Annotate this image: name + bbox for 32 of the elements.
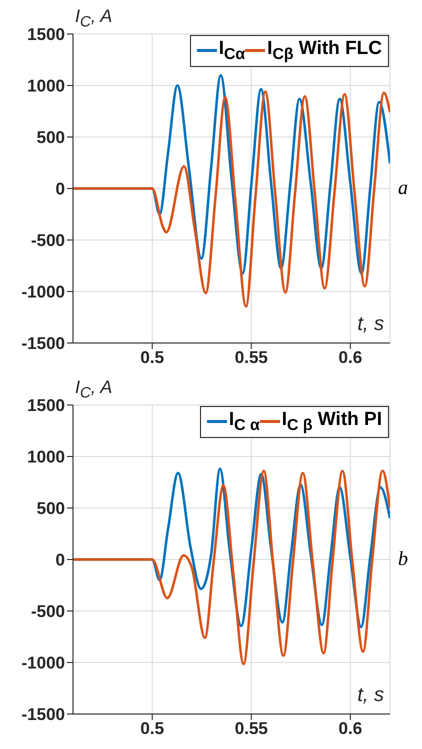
line-series [73, 90, 390, 308]
y-tick-label: -1000 [22, 282, 65, 302]
x-tick-label: 0.55 [234, 719, 268, 738]
x-tick-label: 0.5 [140, 719, 164, 738]
x-tick-label: 0.6 [338, 348, 362, 368]
y-tick-label: 500 [36, 128, 65, 148]
legend-label: I$_{C α}$ [228, 409, 260, 435]
y-tick-label: 1500 [27, 396, 65, 416]
legend-label: I$_{C β}$ With PI [282, 409, 382, 435]
x-axis-title: t, s [357, 684, 384, 706]
y-tick-label: -1500 [22, 334, 65, 354]
text: a [398, 176, 408, 200]
y-tick-label: -500 [30, 231, 65, 250]
legend-label: I$_{Cα}$ [218, 38, 246, 64]
x-tick-label: 0.55 [234, 348, 268, 368]
y-axis-title: I$_{C}$, A [75, 377, 112, 402]
y-tick-label: 1000 [27, 76, 65, 96]
legend-label: I$_{Cβ}$ With FLC [267, 38, 382, 64]
y-tick-label: -1500 [22, 705, 65, 724]
x-tick-label: 0.5 [140, 348, 164, 368]
y-tick-label: 0 [56, 550, 65, 570]
text: b [398, 548, 408, 570]
y-tick-label: 0 [56, 180, 65, 199]
y-axis-title: I$_{C}$, A [75, 6, 112, 31]
line-series [73, 470, 390, 666]
y-tick-label: -500 [30, 602, 65, 622]
y-tick-label: 1500 [27, 25, 65, 44]
x-axis-title: t, s [357, 313, 384, 335]
y-tick-label: 500 [36, 499, 65, 518]
y-tick-label: 1000 [27, 448, 65, 467]
x-tick-label: 0.6 [338, 719, 362, 738]
y-tick-label: -1000 [22, 654, 65, 673]
